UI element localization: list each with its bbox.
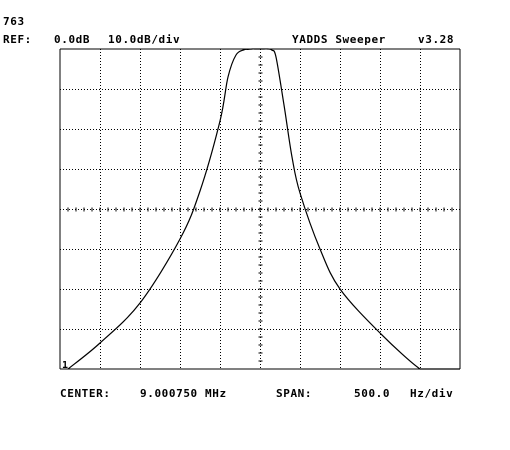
app-title: YADDS Sweeper [292, 33, 386, 46]
center-frequency: 9.000750 MHz [140, 387, 227, 400]
sweep-trace [67, 48, 460, 370]
center-label: CENTER: [60, 387, 111, 400]
ref-level: 0.0dB [54, 33, 91, 46]
marker-label: 1 [62, 360, 68, 371]
sweep-count: 763 [3, 15, 25, 28]
span-unit: Hz/div [410, 387, 454, 400]
ref-label: REF: [3, 33, 32, 46]
span-value: 500.0 [354, 387, 391, 400]
plot-grid [59, 48, 461, 370]
scale-readout: 10.0dB/div [108, 33, 181, 46]
span-label: SPAN: [276, 387, 313, 400]
version-label: v3.28 [418, 33, 455, 46]
